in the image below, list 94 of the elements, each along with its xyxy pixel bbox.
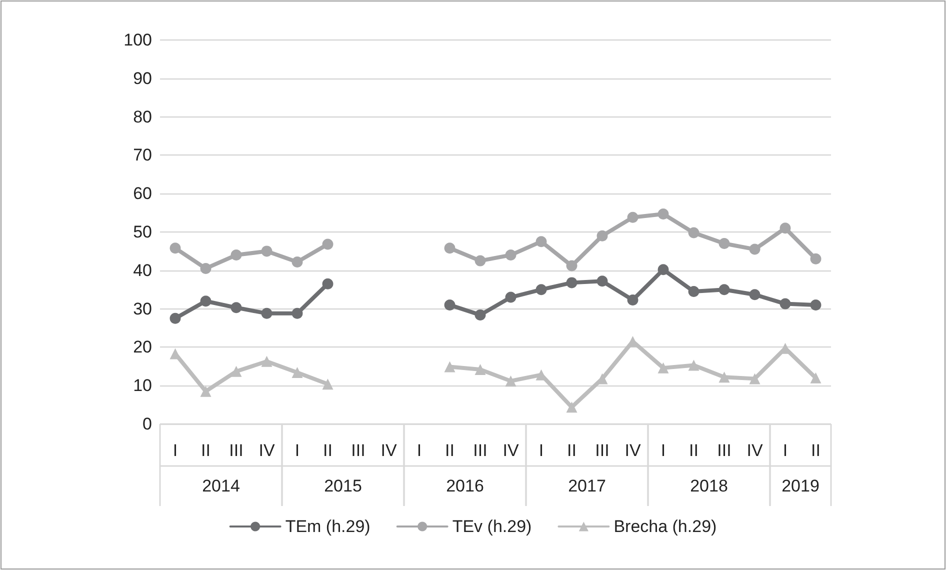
y-tick-label: 70 bbox=[133, 146, 152, 165]
point bbox=[230, 366, 242, 377]
point bbox=[566, 402, 578, 413]
x-tick-label: I bbox=[660, 441, 666, 460]
point bbox=[658, 362, 669, 374]
point bbox=[230, 302, 242, 314]
x-tick-label: II bbox=[689, 441, 698, 460]
x-tick-label: II bbox=[811, 441, 820, 460]
point bbox=[718, 238, 730, 250]
text: 2019 bbox=[782, 476, 820, 496]
legend-label: TEv (h.29) bbox=[452, 517, 532, 536]
point bbox=[505, 250, 516, 261]
x-tick-label: IV bbox=[258, 441, 276, 460]
point bbox=[322, 238, 334, 250]
point bbox=[810, 253, 822, 264]
x-tick-label: III bbox=[229, 441, 244, 460]
point bbox=[566, 277, 578, 288]
point bbox=[200, 262, 212, 274]
x-tick-label: III bbox=[717, 441, 732, 460]
x-tick-label: I bbox=[538, 441, 544, 460]
x-tick-label: IV bbox=[380, 441, 398, 460]
point bbox=[718, 284, 730, 296]
y-tick-label: 40 bbox=[133, 260, 152, 280]
y-tick-label: 30 bbox=[133, 299, 152, 318]
point bbox=[627, 294, 638, 306]
point bbox=[810, 372, 822, 384]
point bbox=[200, 296, 212, 307]
point bbox=[688, 227, 700, 238]
text: 2018 bbox=[690, 476, 728, 496]
point bbox=[596, 276, 608, 287]
point bbox=[658, 208, 669, 220]
point bbox=[474, 309, 486, 320]
x-tick-label: IV bbox=[746, 441, 764, 460]
y-tick-label: 20 bbox=[133, 338, 152, 357]
x-tick-label: II bbox=[323, 441, 332, 460]
point bbox=[658, 264, 669, 276]
x-tick-label: II bbox=[445, 441, 454, 460]
point bbox=[261, 308, 272, 319]
point bbox=[322, 378, 334, 390]
legend-label: Brecha (h.29) bbox=[614, 517, 717, 536]
point bbox=[749, 244, 760, 255]
x-tick-label: I bbox=[172, 441, 178, 460]
y-tick-label: 0 bbox=[142, 414, 152, 434]
text: 2017 bbox=[568, 476, 606, 496]
point bbox=[627, 212, 638, 223]
point bbox=[688, 286, 700, 298]
point bbox=[200, 386, 212, 397]
y-tick-label: 10 bbox=[133, 376, 152, 396]
y-tick-label: 60 bbox=[133, 184, 152, 204]
x-tick-label: II bbox=[567, 441, 576, 460]
y-tick-label: 50 bbox=[133, 222, 152, 242]
point bbox=[322, 278, 334, 290]
point bbox=[536, 284, 547, 296]
x-tick-label: III bbox=[595, 441, 610, 460]
x-tick-label: I bbox=[416, 441, 422, 460]
point bbox=[292, 308, 303, 319]
y-tick-label: 100 bbox=[124, 30, 152, 50]
point bbox=[749, 373, 760, 384]
x-tick-label: I bbox=[294, 441, 300, 460]
point bbox=[261, 356, 272, 367]
point bbox=[780, 222, 791, 234]
point bbox=[170, 312, 181, 324]
legend-label: TEm (h.29) bbox=[285, 517, 370, 536]
x-tick-label: IV bbox=[624, 441, 642, 460]
y-tick-label: 90 bbox=[133, 68, 152, 88]
point bbox=[810, 299, 822, 310]
point bbox=[444, 361, 456, 372]
point bbox=[444, 242, 456, 254]
point bbox=[749, 289, 760, 300]
point bbox=[536, 236, 547, 248]
point bbox=[505, 375, 516, 386]
point bbox=[474, 364, 486, 375]
point bbox=[688, 360, 700, 371]
text: 2015 bbox=[324, 476, 362, 496]
point bbox=[444, 299, 456, 310]
point bbox=[505, 292, 516, 303]
y-tick-label: 80 bbox=[133, 107, 152, 126]
point bbox=[596, 230, 608, 242]
x-tick-label: III bbox=[473, 441, 488, 460]
point bbox=[474, 255, 486, 266]
point bbox=[566, 260, 578, 272]
point bbox=[718, 372, 730, 383]
point bbox=[780, 298, 791, 310]
point bbox=[261, 246, 272, 257]
text: 2016 bbox=[446, 476, 484, 496]
x-tick-label: II bbox=[201, 441, 210, 460]
x-tick-label: III bbox=[351, 441, 366, 460]
point bbox=[292, 256, 303, 268]
x-tick-label: I bbox=[782, 441, 788, 460]
point bbox=[230, 250, 242, 261]
point bbox=[292, 367, 303, 378]
point bbox=[170, 242, 181, 254]
x-tick-label: IV bbox=[502, 441, 520, 460]
text: 2014 bbox=[202, 476, 240, 496]
